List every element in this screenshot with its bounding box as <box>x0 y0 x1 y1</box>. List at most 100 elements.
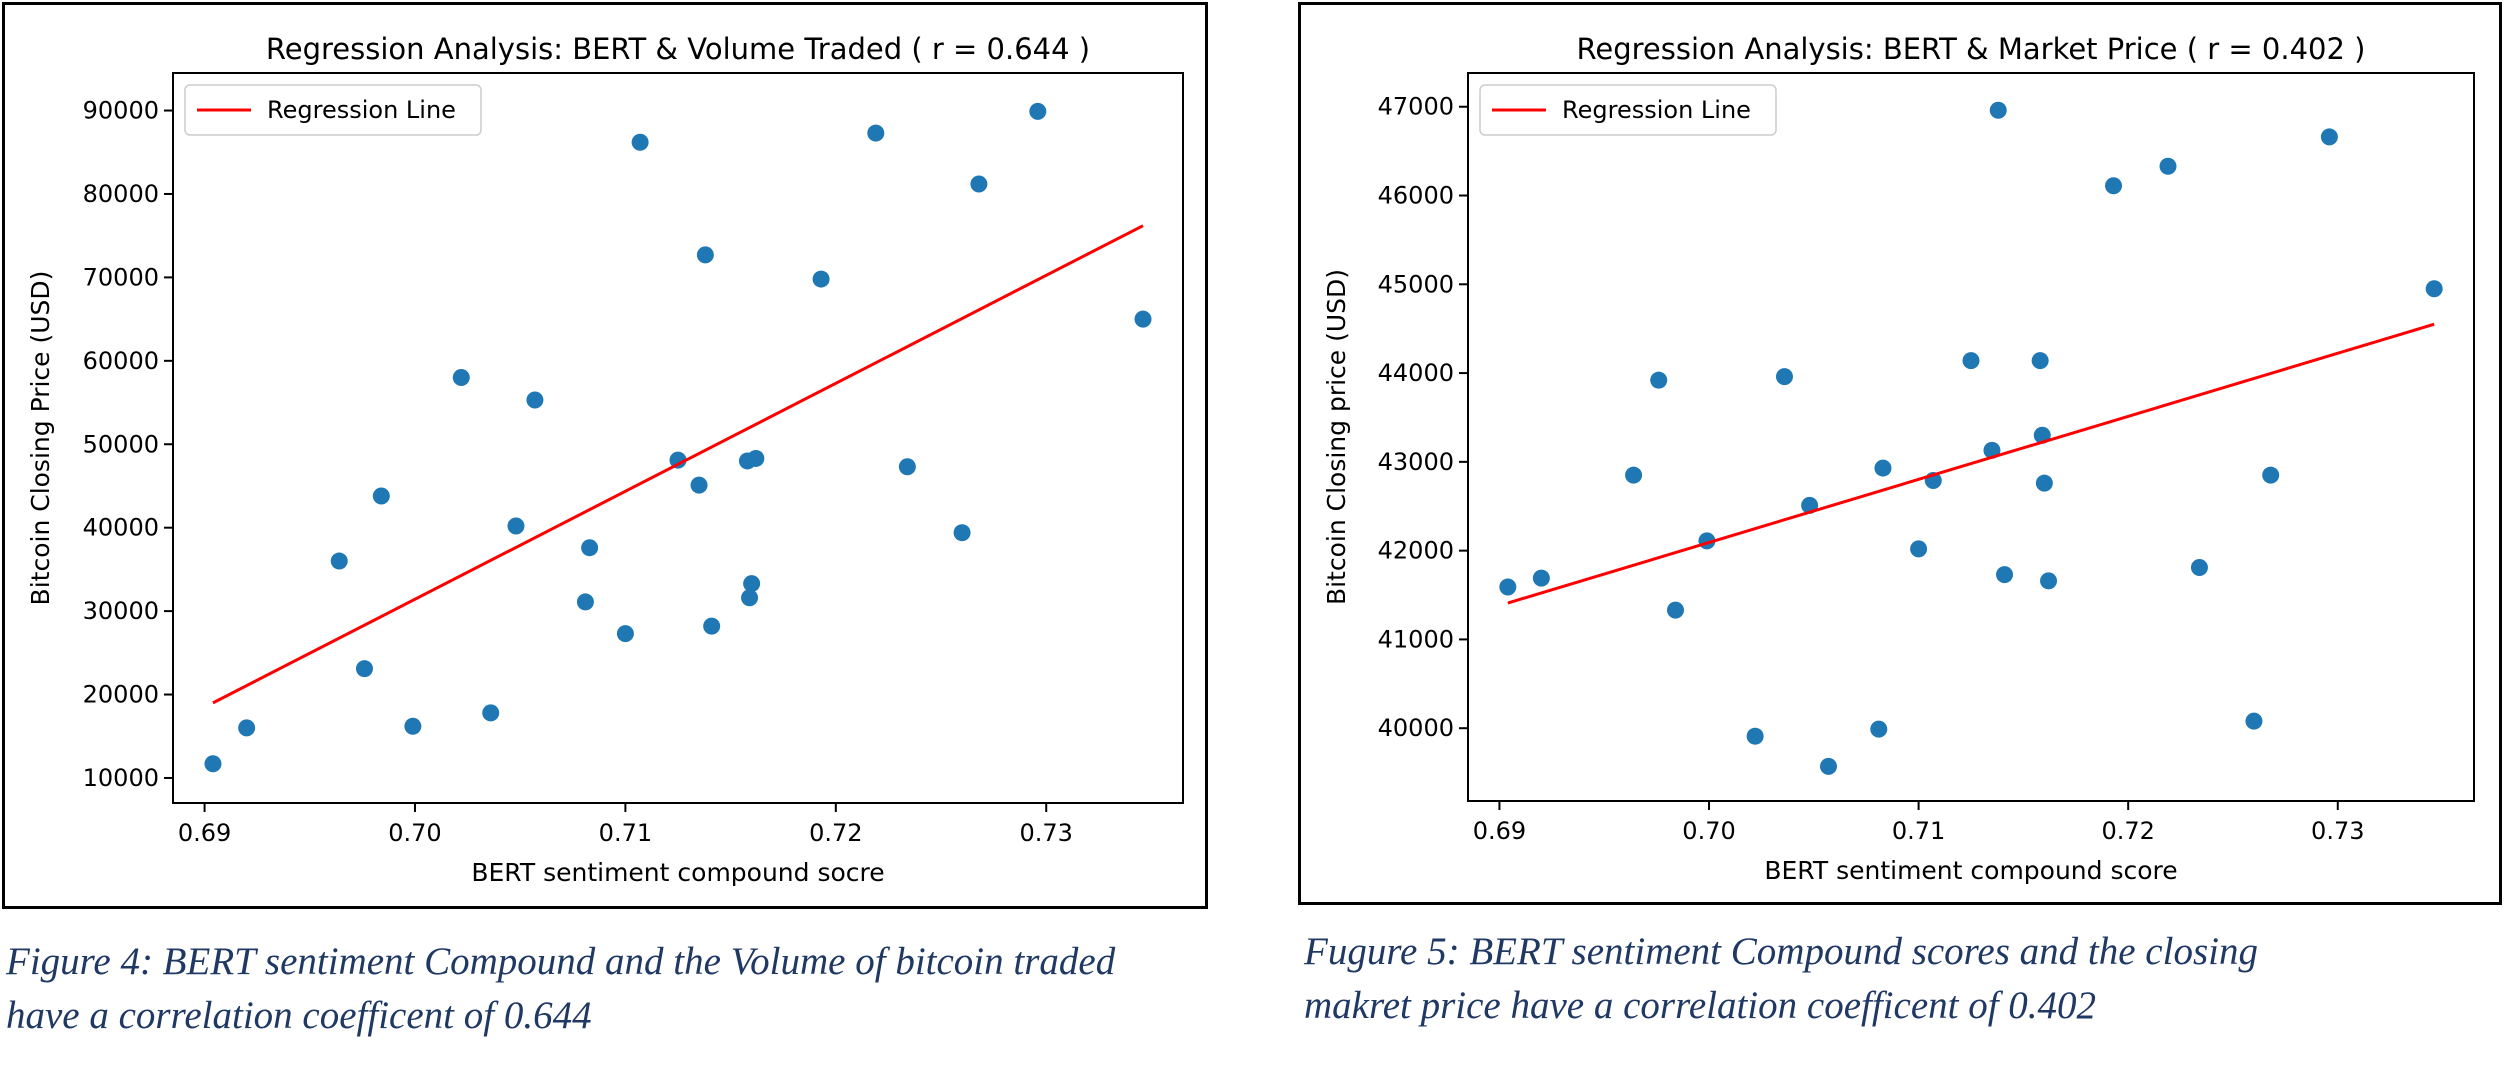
y-tick-label: 40000 <box>83 514 159 542</box>
y-tick-label: 44000 <box>1378 359 1454 387</box>
y-tick-label: 47000 <box>1378 93 1454 121</box>
data-point <box>741 589 759 607</box>
caption-line: makret price have a correlation coeffice… <box>1304 984 2097 1027</box>
data-point <box>2040 572 2058 590</box>
data-point <box>2262 466 2280 484</box>
chart-panel-volume: Regression Analysis: BERT & Volume Trade… <box>2 2 1208 909</box>
y-tick-label: 50000 <box>83 430 159 458</box>
y-tick-label: 10000 <box>83 764 159 792</box>
data-point <box>452 369 470 387</box>
data-point <box>355 660 373 678</box>
data-point <box>1666 601 1684 619</box>
data-point <box>330 552 348 570</box>
data-point <box>696 246 714 264</box>
y-tick-label: 42000 <box>1378 537 1454 565</box>
data-point <box>1910 540 1928 558</box>
scatter-chart-volume: Regression Analysis: BERT & Volume Trade… <box>26 32 1184 887</box>
chart-title: Regression Analysis: BERT & Volume Trade… <box>266 32 1090 66</box>
legend-label: Regression Line <box>267 96 456 124</box>
data-point <box>898 458 916 476</box>
y-axis-label: Bitcoin Closing Price (USD) <box>26 271 55 606</box>
y-tick-label: 43000 <box>1378 448 1454 476</box>
x-tick-label: 0.70 <box>388 819 441 847</box>
data-point <box>1746 727 1764 745</box>
x-tick-label: 0.70 <box>1682 817 1735 845</box>
data-point <box>2320 128 2338 146</box>
data-point <box>576 593 594 611</box>
data-point <box>1996 566 2014 584</box>
legend-box <box>1479 84 1777 136</box>
y-tick-label: 45000 <box>1378 270 1454 298</box>
data-point <box>2105 177 2123 195</box>
data-point <box>2159 157 2177 175</box>
y-tick-label: 46000 <box>1378 182 1454 210</box>
data-point <box>507 517 525 535</box>
chart-title: Regression Analysis: BERT & Market Price… <box>1577 32 2366 66</box>
data-point <box>669 451 687 469</box>
chart-panel-price: Regression Analysis: BERT & Market Price… <box>1298 2 2502 905</box>
y-tick-label: 20000 <box>83 681 159 709</box>
data-point <box>1499 578 1517 596</box>
data-point <box>204 755 222 773</box>
x-tick-label: 0.73 <box>1020 819 1073 847</box>
data-point <box>1874 459 1892 477</box>
data-point <box>616 625 634 643</box>
regression-line <box>1507 322 2435 605</box>
caption-line: have a correlation coefficent of 0.644 <box>6 994 592 1037</box>
data-point <box>1650 371 1668 389</box>
x-tick-label: 0.71 <box>1892 817 1945 845</box>
caption-line: Fugure 5: BERT sentiment Compound scores… <box>1304 930 2258 973</box>
data-point <box>526 391 544 409</box>
data-point <box>2031 352 2049 370</box>
x-axis-label: BERT sentiment compound socre <box>471 858 884 887</box>
y-axis-label: Bitcoin Closing price (USD) <box>1322 269 1351 605</box>
figure-5-caption: Fugure 5: BERT sentiment Compound scores… <box>1304 925 2494 1033</box>
x-tick-label: 0.71 <box>599 819 652 847</box>
data-point <box>1962 352 1980 370</box>
x-tick-label: 0.69 <box>178 819 231 847</box>
y-tick-label: 90000 <box>83 97 159 125</box>
caption-line: Figure 4: BERT sentiment Compound and th… <box>6 940 1116 983</box>
legend-label: Regression Line <box>1562 96 1751 124</box>
data-point <box>238 719 256 737</box>
y-tick-label: 41000 <box>1378 625 1454 653</box>
x-tick-label: 0.72 <box>2101 817 2154 845</box>
data-point <box>372 487 390 505</box>
data-point <box>1870 720 1888 738</box>
y-tick-label: 30000 <box>83 597 159 625</box>
data-point <box>2425 280 2443 298</box>
data-point <box>2245 712 2263 730</box>
y-tick-label: 60000 <box>83 347 159 375</box>
data-point <box>404 717 422 735</box>
data-point <box>867 124 885 142</box>
data-point <box>1532 569 1550 587</box>
data-point <box>2035 474 2053 492</box>
scatter-chart-price: Regression Analysis: BERT & Market Price… <box>1322 32 2475 885</box>
data-point <box>631 133 649 151</box>
data-point <box>970 175 988 193</box>
data-point <box>690 476 708 494</box>
data-point <box>1134 310 1152 328</box>
x-tick-label: 0.72 <box>809 819 862 847</box>
data-point <box>703 617 721 635</box>
regression-line <box>212 224 1144 705</box>
data-point <box>1029 102 1047 120</box>
data-point <box>2190 559 2208 577</box>
x-axis-label: BERT sentiment compound score <box>1764 856 2177 885</box>
y-tick-label: 70000 <box>83 263 159 291</box>
y-tick-label: 40000 <box>1378 714 1454 742</box>
plot-frame <box>1467 72 2475 802</box>
data-point <box>1775 368 1793 386</box>
plot-frame <box>172 72 1184 804</box>
data-point <box>1625 466 1643 484</box>
data-point <box>747 449 765 467</box>
data-point <box>953 524 971 542</box>
data-point <box>812 270 830 288</box>
legend-box <box>184 84 482 136</box>
data-point <box>581 539 599 557</box>
y-tick-label: 80000 <box>83 180 159 208</box>
x-tick-label: 0.73 <box>2311 817 2364 845</box>
data-point <box>1819 757 1837 775</box>
data-point <box>743 575 761 593</box>
data-point <box>1989 101 2007 119</box>
